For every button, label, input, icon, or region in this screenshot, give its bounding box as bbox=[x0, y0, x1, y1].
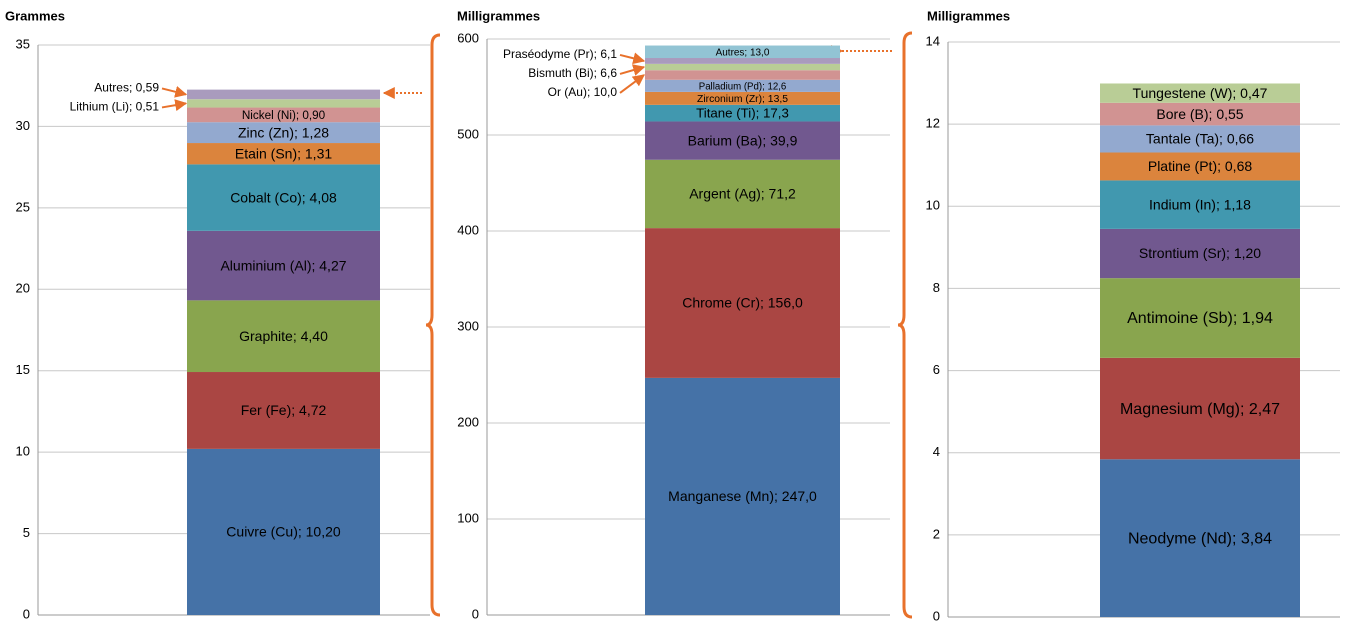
y-tick-label: 400 bbox=[457, 222, 479, 237]
bar-segment bbox=[187, 300, 380, 373]
bar-segment bbox=[1100, 459, 1300, 617]
y-tick-label: 300 bbox=[457, 318, 479, 333]
y-tick-label: 4 bbox=[933, 444, 940, 459]
data-label: Fer (Fe); 4,72 bbox=[241, 402, 327, 418]
bar-segment bbox=[187, 89, 380, 100]
data-label: Zinc (Zn); 1,28 bbox=[238, 124, 329, 140]
data-label: Indium (In); 1,18 bbox=[1149, 196, 1251, 212]
data-label: Manganese (Mn); 247,0 bbox=[668, 488, 817, 504]
bar-segment bbox=[645, 58, 840, 64]
y-tick-label: 8 bbox=[933, 280, 940, 295]
y-axis-title: Grammes bbox=[5, 8, 65, 23]
data-label: Cobalt (Co); 4,08 bbox=[230, 189, 337, 205]
bar-segment bbox=[187, 143, 380, 165]
bar-segment bbox=[187, 107, 380, 123]
y-tick-label: 500 bbox=[457, 126, 479, 141]
bar-segment bbox=[1100, 228, 1300, 279]
bar-segment bbox=[1100, 83, 1300, 103]
y-axis-title: Milligrammes bbox=[457, 8, 540, 23]
bar-segment bbox=[645, 70, 840, 80]
y-tick-label: 12 bbox=[926, 116, 940, 131]
bar-segment bbox=[1100, 278, 1300, 358]
data-label: Platine (Pt); 0,68 bbox=[1148, 158, 1252, 174]
data-label: Neodyme (Nd); 3,84 bbox=[1128, 530, 1272, 547]
data-label: Bore (B); 0,55 bbox=[1156, 106, 1243, 122]
label-arrow bbox=[619, 64, 646, 76]
bar-segment bbox=[645, 377, 840, 615]
bar-segment bbox=[645, 91, 840, 105]
bar-segment bbox=[187, 99, 380, 108]
bar-segment bbox=[645, 45, 840, 59]
data-label: Barium (Ba); 39,9 bbox=[688, 132, 798, 148]
bar-segment bbox=[645, 63, 840, 71]
y-tick-label: 0 bbox=[472, 606, 479, 621]
data-label: Nickel (Ni); 0,90 bbox=[242, 109, 326, 122]
y-tick-label: 0 bbox=[23, 606, 30, 621]
y-tick-label: 600 bbox=[457, 30, 479, 45]
y-tick-label: 25 bbox=[16, 199, 30, 214]
data-label: Zirconium (Zr); 13,5 bbox=[697, 94, 788, 105]
bar-segment bbox=[1100, 125, 1300, 153]
data-label: Graphite; 4,40 bbox=[239, 328, 328, 344]
data-label: Titane (Ti); 17,3 bbox=[696, 106, 789, 121]
y-tick-label: 14 bbox=[926, 33, 940, 48]
y-axis-title: Milligrammes bbox=[927, 8, 1010, 23]
y-tick-label: 20 bbox=[16, 281, 30, 296]
data-label: Chrome (Cr); 156,0 bbox=[682, 295, 803, 311]
y-tick-label: 15 bbox=[16, 362, 30, 377]
bar-segment bbox=[187, 448, 380, 615]
label-arrow bbox=[619, 52, 646, 65]
y-tick-label: 35 bbox=[16, 36, 30, 51]
data-label: Lithium (Li); 0,51 bbox=[70, 100, 160, 114]
data-label: Bismuth (Bi); 6,6 bbox=[528, 66, 617, 80]
y-tick-label: 10 bbox=[926, 198, 940, 213]
bar-segment bbox=[645, 228, 840, 378]
bar-segment bbox=[1100, 102, 1300, 126]
bar-segment bbox=[645, 79, 840, 92]
data-label: Cuivre (Cu); 10,20 bbox=[226, 524, 341, 540]
bar-segment bbox=[187, 230, 380, 301]
data-label: Autres; 0,59 bbox=[94, 81, 159, 95]
bar-segment bbox=[645, 121, 840, 160]
bar-segment bbox=[187, 372, 380, 449]
data-label: Argent (Ag); 71,2 bbox=[689, 186, 796, 202]
data-label: Autres; 13,0 bbox=[716, 47, 770, 58]
bar-segment bbox=[1100, 152, 1300, 181]
y-tick-label: 30 bbox=[16, 118, 30, 133]
data-label: Strontium (Sr); 1,20 bbox=[1139, 245, 1261, 261]
bar-segment bbox=[645, 104, 840, 122]
bracket bbox=[425, 33, 441, 617]
y-tick-label: 5 bbox=[23, 525, 30, 540]
data-label: Tantale (Ta); 0,66 bbox=[1146, 131, 1254, 147]
bracket bbox=[897, 31, 913, 619]
y-tick-label: 2 bbox=[933, 526, 940, 541]
y-tick-label: 100 bbox=[457, 510, 479, 525]
data-label: Or (Au); 10,0 bbox=[548, 85, 618, 99]
bar-segment bbox=[187, 122, 380, 144]
data-label: Aluminium (Al); 4,27 bbox=[220, 257, 346, 273]
data-label: Magnesium (Mg); 2,47 bbox=[1120, 401, 1280, 418]
bar-segment bbox=[645, 159, 840, 229]
data-label: Praséodyme (Pr); 6,1 bbox=[503, 47, 617, 61]
data-label: Palladium (Pd); 12,6 bbox=[699, 81, 787, 92]
y-tick-label: 10 bbox=[16, 444, 30, 459]
label-arrow bbox=[619, 74, 645, 94]
label-arrow bbox=[161, 99, 188, 112]
data-label: Tungestene (W); 0,47 bbox=[1133, 85, 1268, 101]
bar-segment bbox=[1100, 180, 1300, 229]
y-tick-label: 200 bbox=[457, 414, 479, 429]
bar-segment bbox=[1100, 357, 1300, 460]
y-tick-label: 6 bbox=[933, 362, 940, 377]
label-arrow bbox=[161, 85, 188, 98]
data-label: Antimoine (Sb); 1,94 bbox=[1127, 310, 1273, 327]
data-label: Etain (Sn); 1,31 bbox=[235, 145, 332, 161]
bar-segment bbox=[187, 164, 380, 231]
y-tick-label: 0 bbox=[933, 608, 940, 623]
